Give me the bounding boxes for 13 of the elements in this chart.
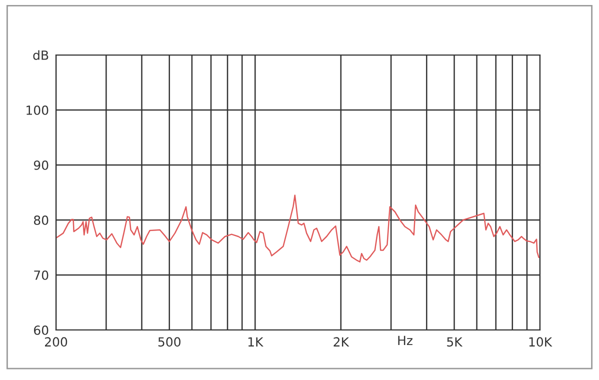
x-tick-label: 200 [44,337,68,347]
x-tick-label: 500 [158,337,180,347]
x-tick-label: 10K [529,337,552,347]
x-tick-label: 1K [248,337,264,346]
y-tick-label: 70 [34,270,48,280]
x-tick-label: 2K [334,337,350,346]
y-tick-label: 60 [34,325,48,335]
y-tick-label: 80 [34,215,48,225]
x-tick-label: 5K [447,337,463,347]
y-tick-label: 90 [34,160,48,170]
y-tick-label: dB [33,50,48,60]
x-axis-title: Hz [398,336,412,345]
y-tick-label: 100 [26,105,48,115]
